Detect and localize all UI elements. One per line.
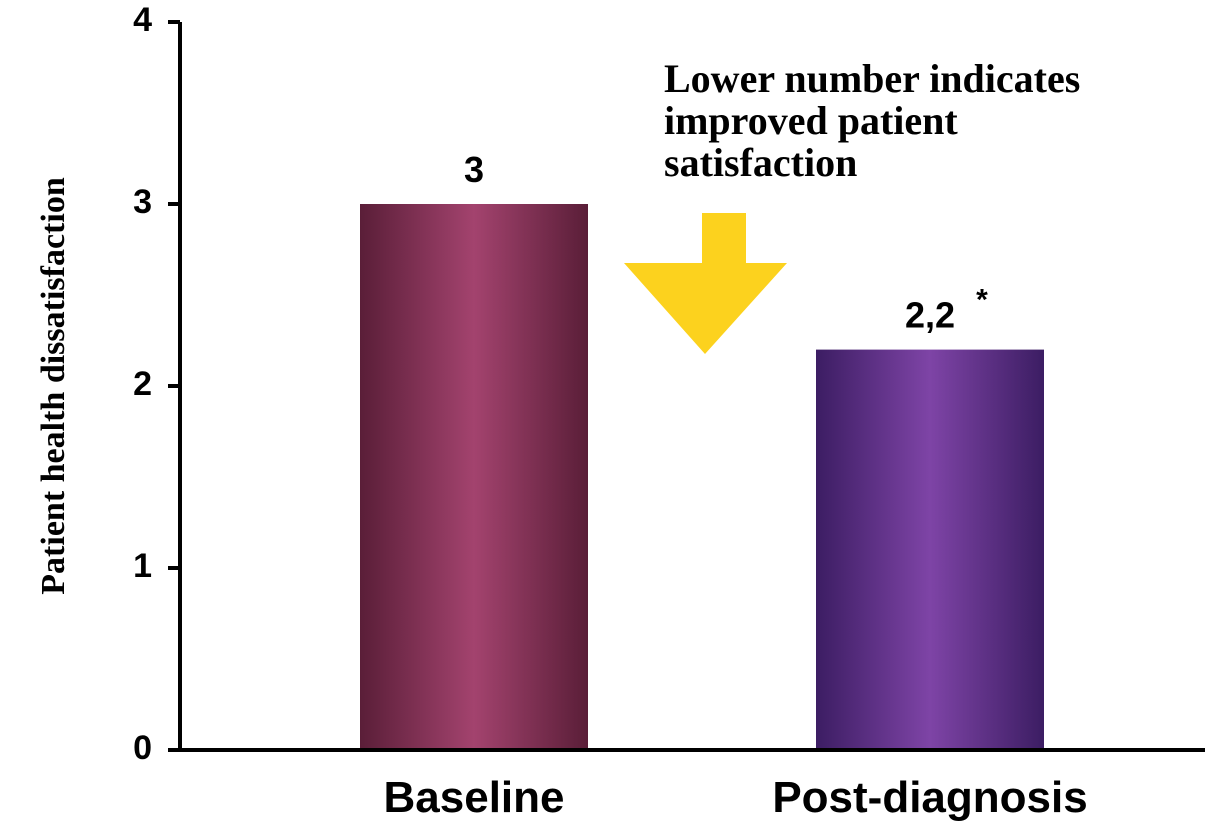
y-tick-label: 0 bbox=[133, 729, 152, 767]
annotation-line-1: Lower number indicates bbox=[664, 56, 1080, 101]
annotation-line-2: improved patient bbox=[664, 98, 958, 143]
x-tick-label-baseline: Baseline bbox=[384, 773, 565, 821]
data-label-baseline: 3 bbox=[464, 149, 484, 190]
annotation-line-3: satisfaction bbox=[664, 140, 857, 185]
bar-post-diagnosis bbox=[816, 350, 1044, 750]
y-axis-title: Patient health dissatisfaction bbox=[35, 177, 72, 595]
y-tick-label: 2 bbox=[133, 365, 152, 403]
annotation-text: Lower number indicates improved patient … bbox=[664, 56, 1090, 185]
down-arrow-icon bbox=[624, 213, 787, 354]
x-tick-label-post-diagnosis: Post-diagnosis bbox=[772, 773, 1087, 821]
category-labels: Baseline Post-diagnosis bbox=[384, 773, 1088, 821]
bar-baseline bbox=[360, 204, 588, 750]
y-tick-label: 1 bbox=[133, 547, 152, 585]
y-tick-label: 4 bbox=[133, 1, 152, 39]
significance-mark: * bbox=[976, 284, 988, 317]
y-axis-ticks: 0 1 2 3 4 bbox=[133, 1, 180, 767]
data-label-post-diagnosis: 2,2 bbox=[905, 295, 955, 336]
y-tick-label: 3 bbox=[133, 183, 152, 221]
